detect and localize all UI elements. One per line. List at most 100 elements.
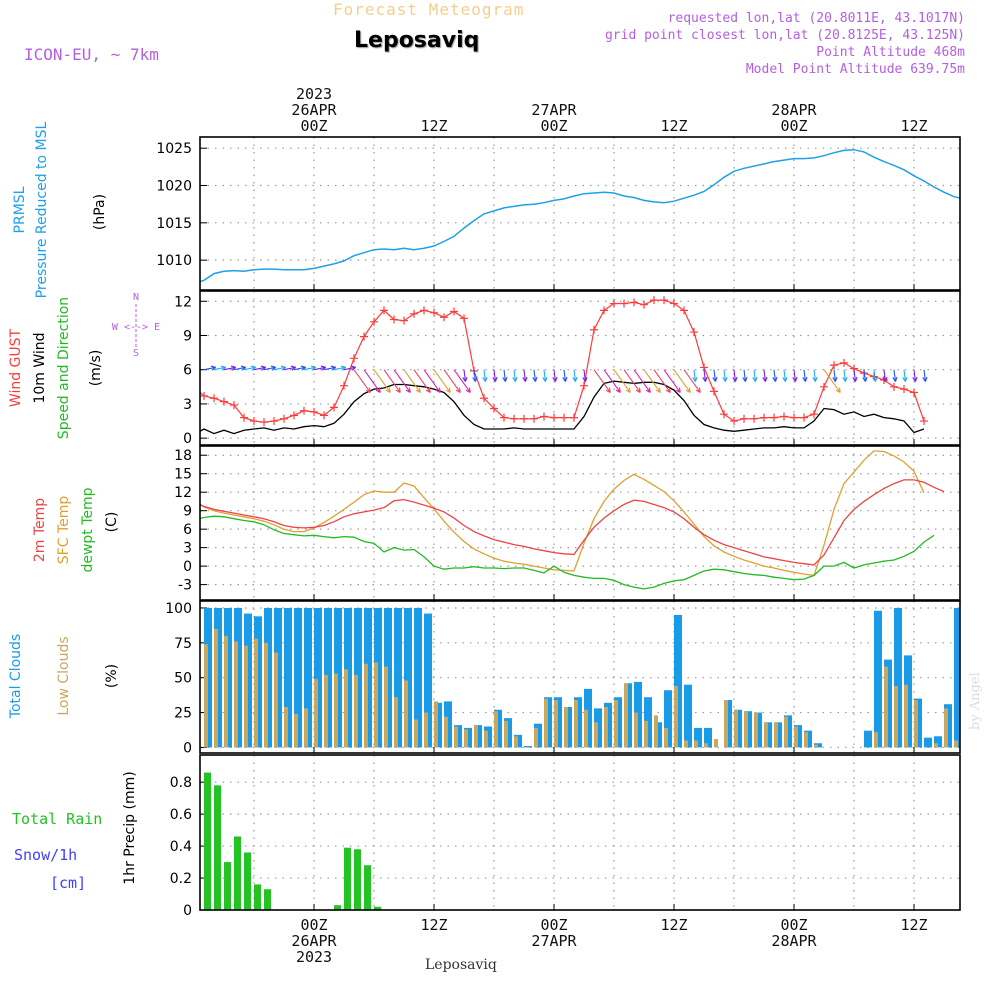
wind-gust-point bbox=[530, 414, 538, 423]
wind-gust-label: Wind GUST bbox=[8, 328, 24, 407]
total-cloud-bar bbox=[524, 746, 532, 748]
snow-label: Snow/1h bbox=[14, 846, 77, 864]
low-cloud-bar bbox=[934, 743, 938, 748]
wind-direction-arrow bbox=[603, 369, 621, 393]
wind-direction-arrow bbox=[832, 369, 838, 382]
low-cloud-bar bbox=[674, 686, 678, 748]
wind-gust-point bbox=[460, 314, 468, 323]
wind-gust-point bbox=[830, 361, 838, 370]
low-cloud-bar bbox=[324, 674, 328, 748]
wind-gust-point bbox=[730, 417, 738, 426]
wind-gust-point bbox=[480, 394, 488, 403]
wind-direction-arrow bbox=[323, 365, 337, 371]
wind-gust-point bbox=[550, 413, 558, 422]
low-cloud-bar bbox=[464, 729, 468, 748]
clouds-ytick-label: 75 bbox=[174, 636, 192, 652]
precip-unit: 1hr Precip (mm) bbox=[122, 771, 138, 884]
temperature-ytick-label: 12 bbox=[174, 485, 192, 501]
temp-2m-label: 2m Temp bbox=[32, 498, 48, 562]
wind-direction-arrow bbox=[613, 369, 631, 393]
low-cloud-bar bbox=[484, 730, 488, 748]
total-cloud-bar bbox=[874, 610, 882, 748]
low-cloud-bar bbox=[774, 722, 778, 748]
model-point-altitude: Model Point Altitude 639.75m bbox=[745, 62, 965, 77]
total-cloud-bar bbox=[314, 607, 322, 748]
rain-bar bbox=[234, 836, 241, 910]
location-title: Leposaviq bbox=[354, 28, 480, 53]
wind-direction-arrow bbox=[742, 369, 748, 382]
low-cloud-bar bbox=[534, 727, 538, 748]
wind-gust-point bbox=[570, 413, 578, 422]
low-cloud-bar bbox=[404, 680, 408, 748]
wind-direction-arrow bbox=[922, 369, 928, 382]
wind-direction-arrow bbox=[353, 369, 371, 393]
temperature-frame bbox=[199, 445, 961, 601]
top-time-label: 27APR bbox=[531, 101, 577, 119]
bottom-time-label: 00Z bbox=[300, 916, 327, 934]
precip-ytick-label: 0.2 bbox=[170, 871, 192, 887]
wind-gust-point bbox=[350, 354, 358, 363]
wind-direction-arrow bbox=[673, 369, 691, 393]
low-cloud-bar bbox=[244, 645, 248, 748]
precip-frame bbox=[199, 754, 961, 911]
wind-direction-arrow bbox=[852, 369, 858, 382]
low-cloud-bar bbox=[434, 701, 438, 748]
wind-gust-point bbox=[750, 414, 758, 423]
total-cloud-bar bbox=[684, 684, 692, 748]
wind-gust-point bbox=[270, 417, 278, 426]
wind-gust-point bbox=[410, 309, 418, 318]
wind-direction-arrow bbox=[732, 369, 738, 382]
total-cloud-bar bbox=[414, 607, 422, 748]
wind-direction-arrow bbox=[423, 369, 441, 393]
wind-direction-arrow bbox=[663, 369, 681, 393]
total-cloud-bar bbox=[284, 607, 292, 748]
snow-unit: [cm] bbox=[50, 874, 86, 892]
rain-bar bbox=[244, 852, 251, 910]
top-time-label: 00Z bbox=[540, 117, 567, 135]
top-time-label: 00Z bbox=[780, 117, 807, 135]
wind-gust-point bbox=[540, 412, 548, 421]
wind-direction-arrow bbox=[333, 365, 347, 371]
low-cloud-bar bbox=[294, 713, 298, 748]
bottom-time-label: 2023 bbox=[296, 948, 332, 966]
wind-direction-arrow bbox=[772, 369, 778, 382]
pressure-unit: (hPa) bbox=[92, 194, 108, 230]
requested-coords: requested lon,lat (20.8011E, 43.1017N) bbox=[667, 11, 965, 26]
wind-gust-point bbox=[820, 382, 828, 391]
low-cloud-bar bbox=[354, 674, 358, 748]
bottom-time-label: 12Z bbox=[660, 916, 687, 934]
wind-gust-point bbox=[790, 413, 798, 422]
low-cloud-bar bbox=[804, 732, 808, 748]
low-cloud-bar bbox=[514, 736, 518, 748]
wind-direction-arrow bbox=[472, 369, 478, 382]
wind-gust-point bbox=[310, 407, 318, 416]
wind-gust-point bbox=[260, 418, 268, 427]
low-cloud-bar bbox=[874, 732, 878, 748]
wind-direction-arrow bbox=[203, 365, 217, 371]
wind-gust-point bbox=[810, 410, 818, 419]
wind-direction-arrow bbox=[752, 369, 758, 382]
model-label: ICON-EU, ~ 7km bbox=[24, 45, 159, 64]
wind-direction-arrow bbox=[413, 369, 431, 393]
top-time-label: 12Z bbox=[420, 117, 447, 135]
low-cloud-bar bbox=[754, 712, 758, 748]
wind-direction-arrow bbox=[542, 369, 548, 382]
wind-gust-point bbox=[620, 299, 628, 308]
wind-gust-point bbox=[200, 391, 208, 400]
wind-direction-arrow bbox=[902, 369, 908, 382]
meteogram-subtitle: Forecast Meteogram bbox=[333, 0, 525, 19]
clouds-frame bbox=[199, 600, 961, 754]
pressure-line bbox=[200, 148, 960, 283]
low-cloud-bar bbox=[424, 712, 428, 748]
wind-direction-arrow bbox=[702, 369, 708, 382]
wind-direction-arrow bbox=[363, 369, 381, 393]
temperature-ytick-label: 9 bbox=[183, 504, 192, 520]
wind-direction-arrow bbox=[492, 369, 498, 382]
wind-gust-line bbox=[200, 299, 925, 423]
wind-gust-point bbox=[430, 308, 438, 317]
wind-direction-arrow bbox=[293, 365, 307, 371]
wind-gust-point bbox=[210, 394, 218, 403]
pressure-title-line2: Pressure Reduced to MSL bbox=[34, 121, 50, 298]
low-cloud-bar bbox=[264, 642, 268, 748]
wind-direction-arrow bbox=[283, 365, 297, 371]
